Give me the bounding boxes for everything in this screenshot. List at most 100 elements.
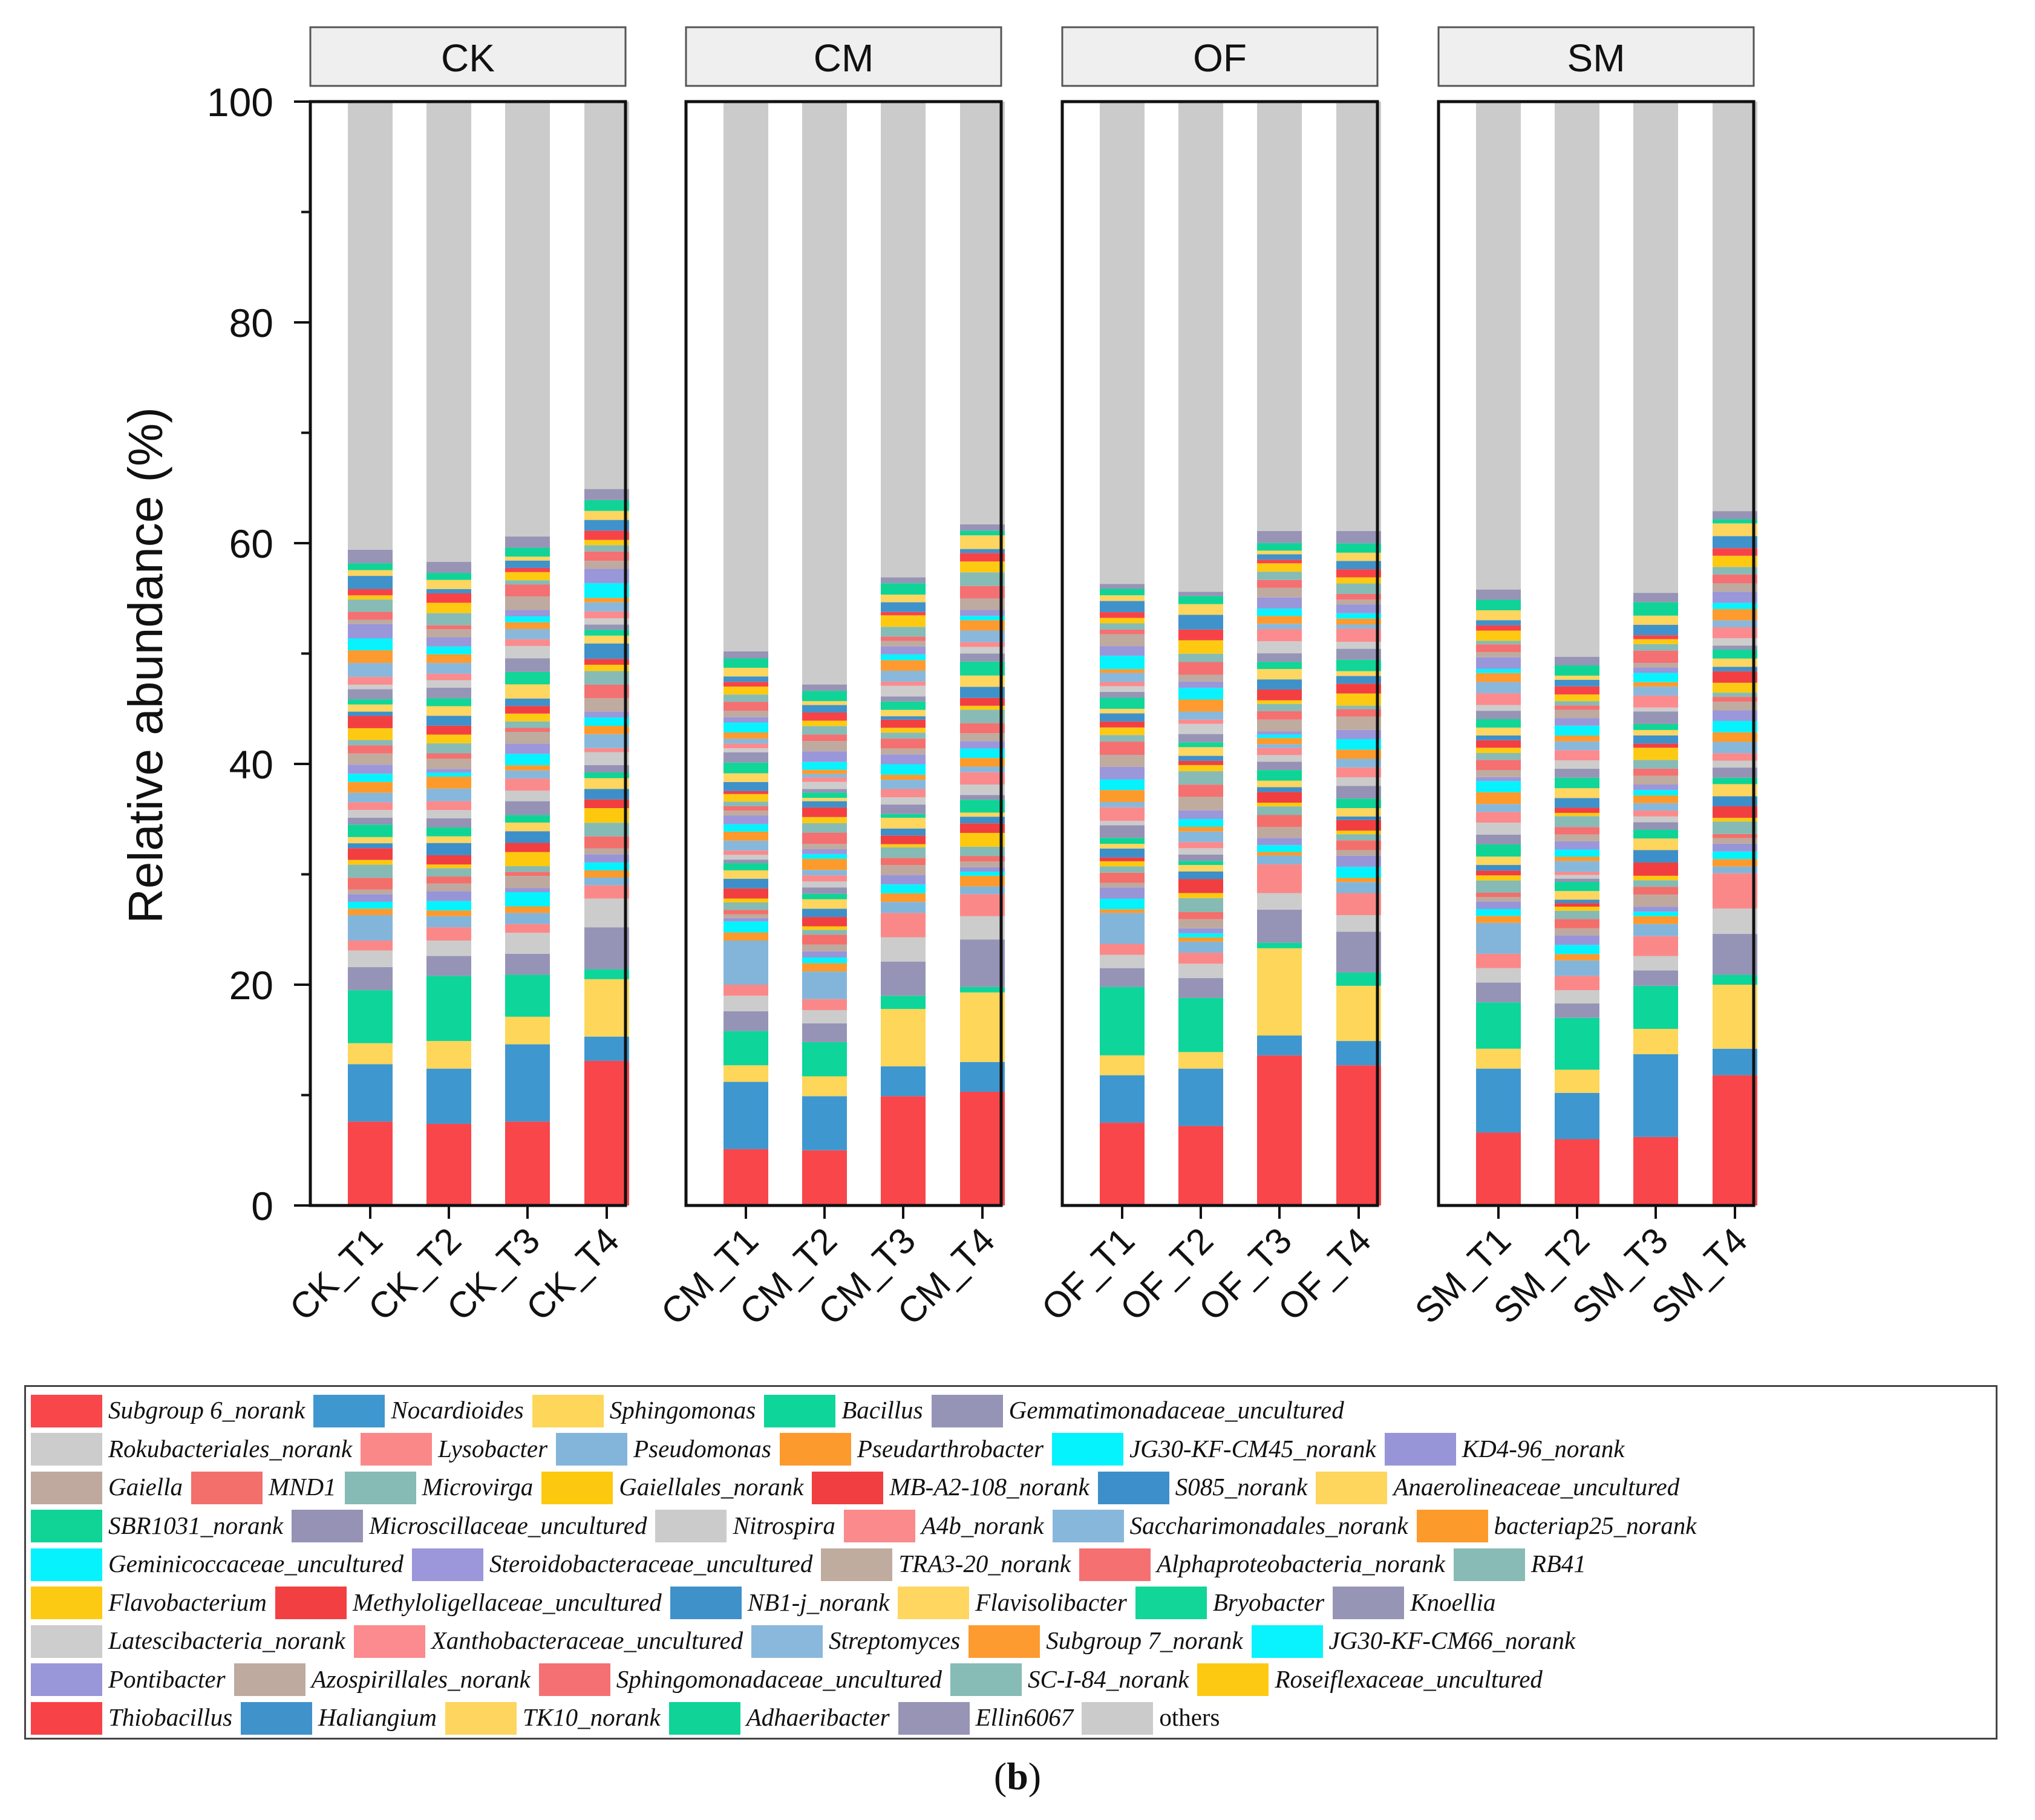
segment-rb41	[802, 823, 847, 833]
segment-nitrospira	[1100, 821, 1145, 826]
legend-label: Sphingomonas	[609, 1396, 756, 1424]
segment-mnd1	[1555, 919, 1599, 928]
segment-streptomyces	[1476, 682, 1521, 694]
legend-item: bacteriap25_norank	[1416, 1507, 1696, 1544]
segment-jg30-kf-cm66-norank	[724, 722, 768, 732]
segment-flavisolibacter	[881, 709, 926, 717]
segment-rb41	[1257, 703, 1302, 711]
segment-geminicoccaceae-uncultured	[1476, 781, 1521, 792]
segment-mnd1	[881, 858, 926, 866]
segment-thiobacillus	[1178, 629, 1223, 641]
segment-s085-norank	[584, 789, 629, 800]
bar-CK_T1	[348, 102, 393, 1205]
segment-sc-i-84-norank	[960, 572, 1005, 586]
segment-adhaeribacter	[1257, 543, 1302, 551]
segment-microvirga	[1336, 834, 1381, 841]
segment-nb1-j-norank	[1476, 735, 1521, 740]
segment-ellin6067	[881, 577, 926, 584]
segment-microscillaceae-uncultured	[960, 795, 1005, 800]
segment-nb1-j-norank	[1555, 798, 1599, 808]
segment-a4b-norank	[1100, 807, 1145, 821]
segment-pseudarthrobacter	[1178, 937, 1223, 942]
legend-label: Gaiellales_norank	[619, 1473, 804, 1501]
segment-geminicoccaceae-uncultured	[426, 772, 471, 777]
legend-label: Thiobacillus	[108, 1703, 233, 1731]
segment-bryobacter	[1555, 777, 1599, 789]
segment-gaiella	[802, 944, 847, 951]
segment-geminicoccaceae-uncultured	[1257, 734, 1302, 739]
segment-alphaproteobacteria-norank	[1336, 709, 1381, 717]
segment-jg30-kf-cm45-norank	[724, 921, 768, 933]
segment-jg30-kf-cm66-norank	[505, 616, 550, 622]
segment-nitrospira	[960, 784, 1005, 795]
segment-anaerolineaceae-uncultured	[426, 836, 471, 843]
segment-lysobacter	[426, 927, 471, 941]
legend-swatch	[361, 1433, 433, 1466]
segment-haliangium	[724, 676, 768, 682]
segment-roseiflexaceae-uncultured	[584, 540, 629, 546]
segment-pontibacter	[1178, 681, 1223, 688]
legend-swatch	[1416, 1510, 1488, 1542]
legend-swatch	[1097, 1471, 1169, 1504]
segment-microscillaceae-uncultured	[1257, 762, 1302, 771]
segment-pontibacter	[584, 569, 629, 584]
legend-label: MND1	[268, 1473, 336, 1501]
segment-sc-i-84-norank	[1257, 572, 1302, 580]
legend-item: Roseiflexaceae_uncultured	[1197, 1661, 1543, 1697]
segment-gemmatimonadaceae-uncultured	[1713, 934, 1757, 975]
segment-tra3-20-norank	[584, 698, 629, 712]
segment-streptomyces	[1633, 687, 1678, 696]
segment-saccharimonadales-norank	[1476, 804, 1521, 812]
segment-pseudarthrobacter	[1713, 859, 1757, 867]
segment-mnd1	[960, 856, 1005, 862]
legend-item: Gemmatimonadaceae_uncultured	[931, 1392, 1344, 1428]
legend-item: Subgroup 7_norank	[969, 1622, 1243, 1659]
legend-row: Latescibacteria_norank Xanthobacteraceae_…	[31, 1622, 1584, 1659]
segment-haliangium	[802, 705, 847, 713]
segment-knoellia	[1178, 734, 1223, 743]
segment-gemmatimonadaceae-uncultured	[584, 927, 629, 970]
segment-mnd1	[1633, 887, 1678, 895]
segment-subgroup-6-norank	[802, 1150, 847, 1205]
segment-rokubacteriales-norank	[348, 950, 393, 967]
legend-swatch	[950, 1663, 1022, 1696]
segment-jg30-kf-cm66-norank	[1476, 668, 1521, 673]
segment-geminicoccaceae-uncultured	[1555, 849, 1599, 857]
segment-sbr1031-norank	[724, 863, 768, 870]
segment-latescibacteria-norank	[505, 646, 550, 659]
segment-rb41	[505, 721, 550, 728]
segment-methyloligellaceae-uncultured	[1713, 671, 1757, 683]
bar-CK_T4	[584, 102, 629, 1205]
segment-adhaeribacter	[426, 573, 471, 580]
segment-gaiella	[960, 861, 1005, 867]
segment-gaiella	[1555, 928, 1599, 936]
segment-saccharimonadales-norank	[1555, 861, 1599, 872]
segment-kd4-96-norank	[1555, 935, 1599, 945]
segment-sc-i-84-norank	[724, 694, 768, 702]
segment-pseudomonas	[881, 902, 926, 913]
segment-haliangium	[1476, 620, 1521, 625]
legend-label: Haliangium	[318, 1703, 437, 1731]
segment-ellin6067	[584, 489, 629, 500]
segment-streptomyces	[960, 630, 1005, 642]
segment-sphingomonadaceae-uncultured	[1178, 662, 1223, 675]
legend-item: Rokubacteriales_norank	[31, 1430, 352, 1467]
legend-label: Knoellia	[1410, 1588, 1496, 1616]
segment-nocardioides	[426, 1068, 471, 1124]
segment-flavisolibacter	[348, 704, 393, 712]
segment-ellin6067	[1555, 656, 1599, 666]
segment-methyloligellaceae-uncultured	[881, 719, 926, 728]
legend-label: Adhaeribacter	[746, 1703, 890, 1731]
segment-microscillaceae-uncultured	[1555, 878, 1599, 882]
segment-s085-norank	[1555, 899, 1599, 904]
segment-sbr1031-norank	[1713, 777, 1757, 784]
legend-label: Roseiflexaceae_uncultured	[1275, 1665, 1543, 1693]
legend-item: Knoellia	[1333, 1584, 1495, 1620]
segment-flavobacterium	[802, 817, 847, 823]
legend-grid: Subgroup 6_norank Nocardioides Sphingomona…	[31, 1392, 1991, 1735]
segment-microvirga	[960, 846, 1005, 856]
legend-item: Streptomyces	[751, 1622, 960, 1659]
segment-gaiella	[1476, 897, 1521, 902]
segment-a4b-norank	[724, 850, 768, 855]
